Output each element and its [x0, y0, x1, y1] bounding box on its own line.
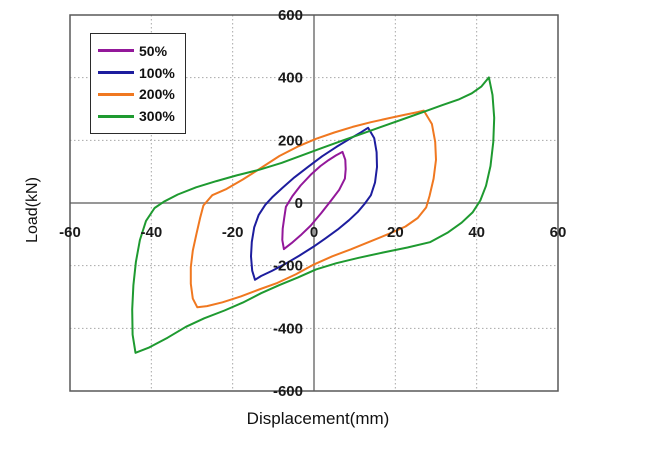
x-tick-label: 40	[468, 224, 485, 241]
y-axis-title: Load(kN)	[24, 177, 41, 243]
x-tick-label: -20	[222, 224, 244, 241]
series-100%	[250, 126, 378, 281]
x-tick-label: 0	[310, 224, 318, 241]
x-axis-title: Displacement(mm)	[246, 409, 390, 428]
y-tick-label: -200	[273, 258, 303, 275]
legend-line-swatch	[98, 114, 134, 118]
legend-label: 200%	[139, 86, 175, 103]
x-tick-label: -40	[140, 224, 162, 241]
plot-border	[69, 14, 559, 392]
series-300%	[131, 76, 496, 354]
legend-item: 50%	[91, 44, 185, 58]
legend-label: 100%	[139, 64, 175, 81]
y-tick-label: -400	[273, 320, 303, 337]
legend-item: 100%	[91, 66, 185, 80]
y-tick-label: 0	[295, 195, 303, 212]
legend-label: 300%	[139, 108, 175, 125]
legend-item: 200%	[91, 87, 185, 101]
x-tick-label: 20	[387, 224, 404, 241]
legend-line-swatch	[98, 71, 134, 75]
x-tick-label: 60	[550, 224, 567, 241]
legend-line-swatch	[98, 49, 134, 53]
y-tick-label: 400	[278, 70, 303, 87]
series-200%	[189, 109, 437, 309]
x-tick-label: -60	[59, 224, 81, 241]
legend-line-swatch	[98, 92, 134, 96]
legend: 50% 100% 200% 300%	[90, 33, 186, 134]
y-tick-label: 200	[278, 132, 303, 149]
legend-label: 50%	[139, 42, 168, 59]
y-tick-label: -600	[273, 383, 303, 400]
legend-item: 300%	[91, 109, 185, 123]
series-50%	[281, 150, 347, 251]
y-tick-label: 600	[278, 7, 303, 24]
